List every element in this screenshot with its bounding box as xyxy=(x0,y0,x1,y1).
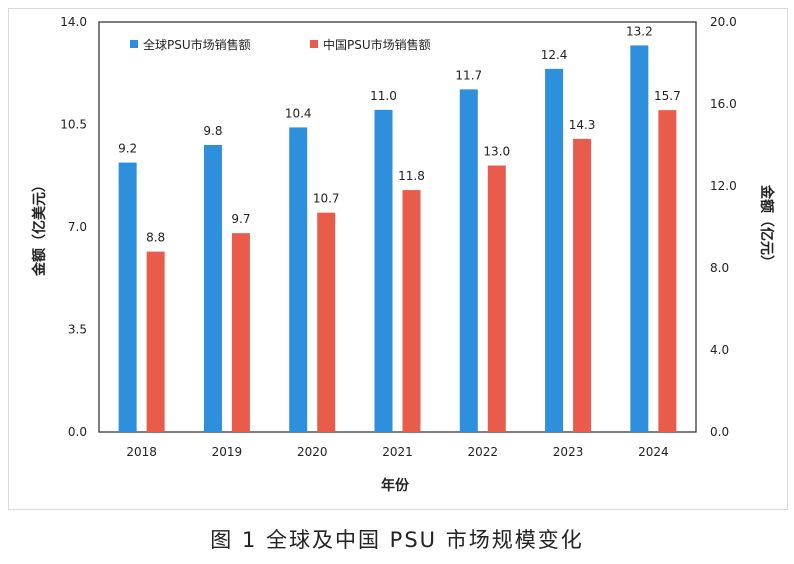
y-right-tick-label: 12.0 xyxy=(710,179,737,193)
chart-frame xyxy=(8,8,788,510)
china-bar-2023 xyxy=(573,138,592,432)
global-bar-2023 xyxy=(545,68,564,432)
legend-label-1: 中国PSU市场销售额 xyxy=(323,37,431,52)
y-right-tick-label: 16.0 xyxy=(710,97,737,111)
y-right-axis-title: 金额（亿元） xyxy=(758,184,775,269)
global-bar-2024 xyxy=(630,45,649,433)
global-data-label-2019: 9.8 xyxy=(203,124,222,138)
x-tick-label: 2020 xyxy=(297,445,328,459)
x-tick-label: 2019 xyxy=(212,445,243,459)
y-right-tick-label: 20.0 xyxy=(710,15,737,29)
global-data-label-2024: 13.2 xyxy=(626,24,653,38)
legend-swatch-0 xyxy=(130,40,138,48)
china-bar-2024 xyxy=(658,110,677,433)
global-data-label-2020: 10.4 xyxy=(285,106,312,120)
china-bar-2018 xyxy=(146,251,165,432)
y-left-tick-label: 10.5 xyxy=(60,118,87,132)
psu-market-chart: 0.0 3.5 7.0 10.5 14.0 0.0 4.0 8.0 12.0 16.0 20.0 20… xyxy=(31,15,775,494)
global-bar-2018 xyxy=(118,162,137,433)
china-data-label-2024: 15.7 xyxy=(654,89,681,103)
china-bar-2019 xyxy=(231,233,250,432)
global-data-label-2018: 9.2 xyxy=(118,142,137,156)
global-data-label-2023: 12.4 xyxy=(541,48,568,62)
figure-caption: 图 1 全球及中国 PSU 市场规模变化 xyxy=(210,528,584,552)
china-data-label-2023: 14.3 xyxy=(569,118,596,132)
y-left-tick-label: 7.0 xyxy=(68,220,87,234)
y-right-tick-label: 8.0 xyxy=(710,261,729,275)
x-tick-label: 2023 xyxy=(553,445,584,459)
global-data-label-2022: 11.7 xyxy=(455,68,482,82)
y-right-tick-label: 4.0 xyxy=(710,343,729,357)
china-data-label-2021: 11.8 xyxy=(398,169,425,183)
y-left-tick-label: 0.0 xyxy=(68,425,87,439)
global-bar-2022 xyxy=(459,89,478,432)
global-bar-2019 xyxy=(203,145,222,432)
y-left-tick-label: 14.0 xyxy=(60,15,87,29)
y-left-axis-title: 金额（亿美元） xyxy=(31,178,48,277)
china-bar-2021 xyxy=(402,190,421,432)
legend-label-0: 全球PSU市场销售额 xyxy=(143,37,251,52)
x-tick-label: 2021 xyxy=(382,445,413,459)
china-data-label-2019: 9.7 xyxy=(231,212,250,226)
china-bar-2020 xyxy=(317,212,336,432)
legend-swatch-1 xyxy=(310,40,318,48)
x-axis-title: 年份 xyxy=(381,477,410,494)
global-bar-2021 xyxy=(374,109,393,432)
china-data-label-2018: 8.8 xyxy=(146,231,165,245)
china-bar-2022 xyxy=(487,165,506,432)
global-data-label-2021: 11.0 xyxy=(370,89,397,103)
china-data-label-2020: 10.7 xyxy=(313,192,340,206)
y-left-tick-label: 3.5 xyxy=(68,323,87,337)
china-data-label-2022: 13.0 xyxy=(483,145,510,159)
x-tick-label: 2022 xyxy=(468,445,499,459)
plot-area-border xyxy=(98,21,697,433)
global-bar-2020 xyxy=(289,127,308,432)
x-tick-label: 2018 xyxy=(126,445,157,459)
x-tick-label: 2024 xyxy=(638,445,669,459)
y-right-tick-label: 0.0 xyxy=(710,425,729,439)
